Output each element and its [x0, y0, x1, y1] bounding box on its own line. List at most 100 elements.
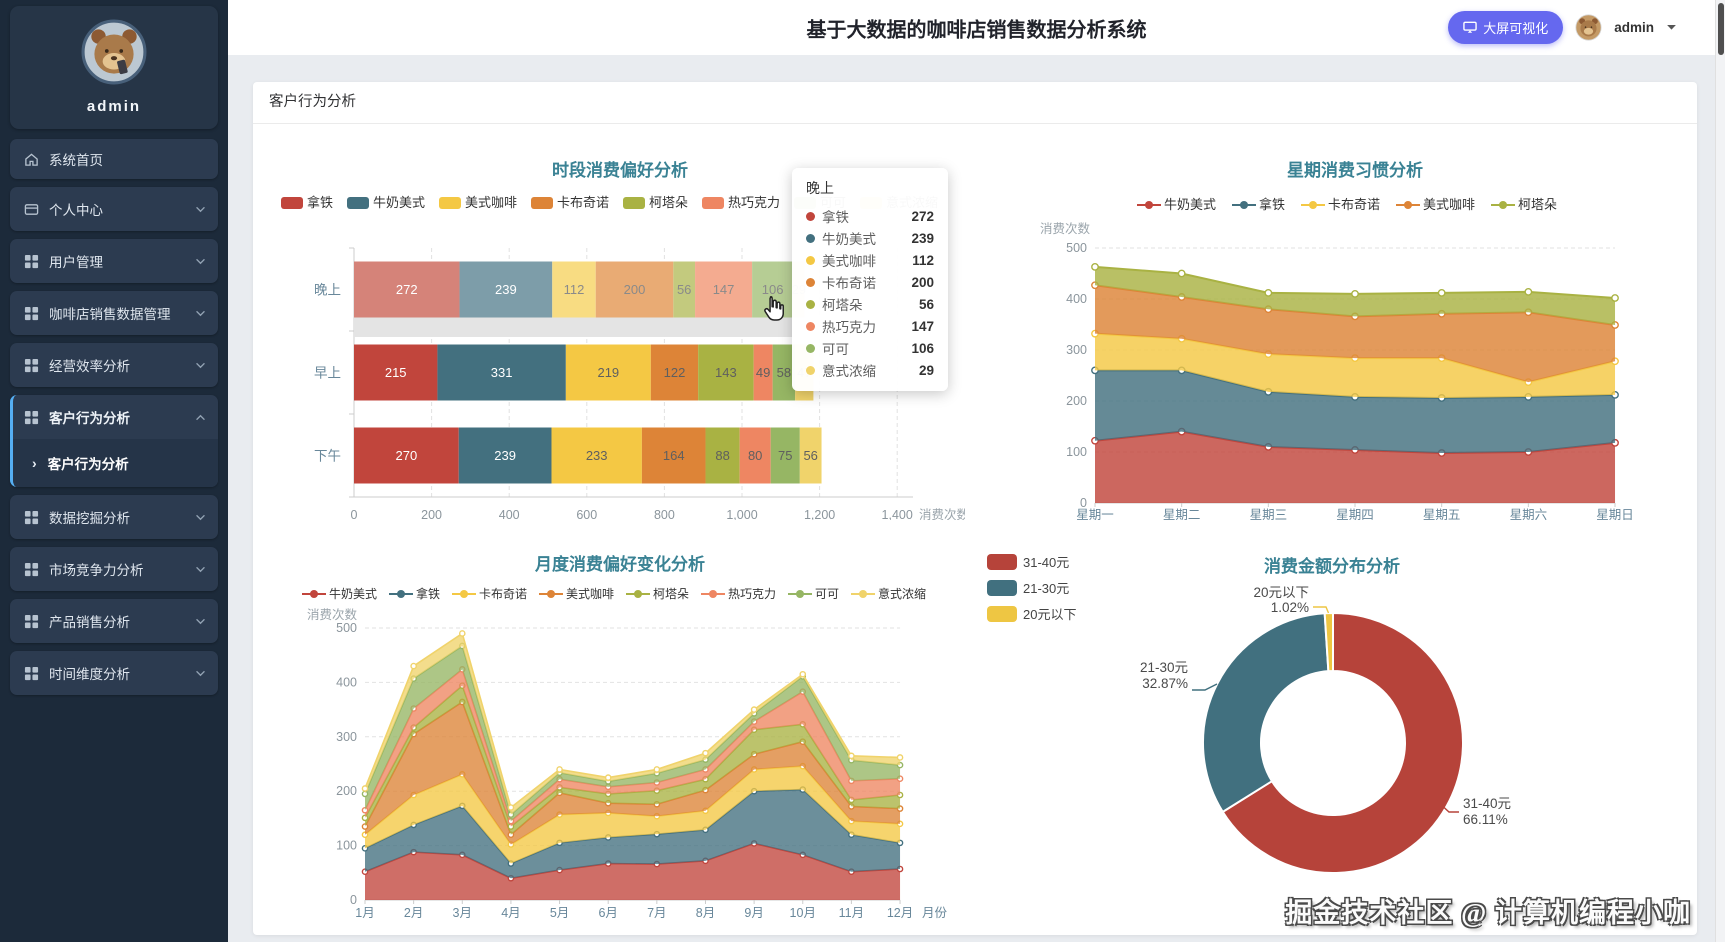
sidebar-item-efficiency[interactable]: 经营效率分析	[10, 343, 218, 387]
svg-text:331: 331	[491, 365, 513, 380]
pie-slice[interactable]	[1202, 612, 1330, 814]
bar-segment[interactable]: 106	[752, 261, 794, 318]
svg-text:拿铁: 拿铁	[307, 195, 333, 210]
svg-text:星期四: 星期四	[1336, 508, 1374, 520]
svg-text:柯塔朵: 柯塔朵	[649, 195, 688, 210]
sidebar-item-product[interactable]: 产品销售分析	[10, 599, 218, 643]
bar-segment[interactable]: 58	[772, 344, 796, 401]
legend-item[interactable]: 意式浓缩	[851, 586, 926, 601]
bar-segment[interactable]: 56	[673, 261, 696, 318]
bar-segment[interactable]: 239	[459, 261, 553, 318]
header-username[interactable]: admin	[1614, 20, 1654, 35]
legend-item[interactable]: 20元以下	[987, 606, 1076, 622]
svg-text:牛奶美式: 牛奶美式	[329, 586, 377, 601]
legend-item[interactable]: 31-40元	[987, 554, 1069, 570]
bar-segment[interactable]: 75	[770, 427, 800, 484]
legend-item[interactable]: 美式咖啡	[539, 586, 614, 601]
bar-segment[interactable]: 233	[551, 427, 642, 484]
svg-text:58: 58	[777, 365, 791, 380]
legend-item[interactable]: 柯塔朵	[626, 587, 689, 601]
grid-icon	[24, 306, 39, 320]
chart-tooltip: 晚上 拿铁 272 牛奶美式 239 美式咖啡 112 卡布奇诺 200 柯塔朵 56 热巧克力 14…	[792, 168, 948, 391]
chart-title: 时段消费偏好分析	[552, 160, 688, 180]
legend-item[interactable]: 21-30元	[987, 580, 1069, 596]
sidebar-item-home[interactable]: 系统首页	[10, 139, 218, 179]
series-dot-icon	[806, 321, 815, 331]
legend-item[interactable]: 牛奶美式	[302, 586, 377, 601]
tooltip-row: 拿铁 272	[806, 205, 934, 227]
pie-slice[interactable]	[1323, 611, 1334, 673]
svg-text:热巧克力: 热巧克力	[728, 587, 776, 601]
svg-text:可可: 可可	[815, 587, 839, 601]
sidebar-item-profile[interactable]: 个人中心	[10, 187, 218, 231]
legend-item[interactable]: 美式咖啡	[1396, 197, 1475, 212]
svg-text:星期一: 星期一	[1076, 508, 1114, 520]
legend-item[interactable]: 卡布奇诺	[531, 195, 609, 210]
svg-text:56: 56	[677, 282, 691, 297]
bar-segment[interactable]: 331	[437, 344, 566, 401]
scrollbar-thumb[interactable]	[1718, 3, 1724, 55]
bar-segment[interactable]: 270	[354, 427, 459, 484]
pie-slice[interactable]	[1221, 611, 1464, 874]
sidebar-username: admin	[86, 98, 142, 115]
sidebar-item-market[interactable]: 市场竞争力分析	[10, 547, 218, 591]
bar-segment[interactable]: 122	[650, 344, 699, 401]
area-series[interactable]	[1091, 262, 1619, 326]
area-series[interactable]	[361, 630, 904, 815]
grid-icon	[24, 358, 39, 372]
bar-segment[interactable]: 143	[698, 344, 754, 401]
chevron-down-icon[interactable]	[1666, 24, 1677, 31]
chevron-down-icon	[195, 670, 206, 677]
pie-label-line	[1313, 606, 1330, 614]
legend-item[interactable]: 拿铁	[1232, 197, 1285, 212]
legend-item[interactable]: 热巧克力	[701, 587, 776, 601]
scrollbar[interactable]	[1715, 0, 1725, 942]
bar-segment[interactable]: 147	[695, 261, 753, 318]
svg-text:1月: 1月	[355, 906, 374, 920]
topbar-controls: 大屏可视化 admin	[1448, 0, 1677, 55]
tooltip-row: 卡布奇诺 200	[806, 271, 934, 293]
svg-text:9月: 9月	[744, 906, 763, 920]
legend-item[interactable]: 柯塔朵	[623, 195, 688, 210]
sidebar-item-time-dim[interactable]: 时间维度分析	[10, 651, 218, 695]
sidebar-subitem-behavior-sub[interactable]: › 客户行为分析	[13, 439, 218, 487]
bar-segment[interactable]: 219	[565, 344, 651, 401]
svg-text:星期二: 星期二	[1163, 508, 1201, 520]
svg-text:星期五: 星期五	[1423, 508, 1461, 520]
legend-item[interactable]: 牛奶美式	[1137, 197, 1216, 212]
bar-segment[interactable]: 215	[354, 344, 438, 401]
svg-text:500: 500	[336, 621, 357, 635]
hand-cursor-icon	[764, 296, 784, 321]
bar-segment[interactable]: 112	[552, 261, 596, 318]
bar-segment[interactable]: 164	[641, 427, 706, 484]
bar-segment[interactable]: 272	[354, 261, 460, 318]
legend-item[interactable]: 卡布奇诺	[1301, 197, 1380, 212]
bigscreen-button[interactable]: 大屏可视化	[1448, 11, 1564, 44]
sidebar-item-behavior[interactable]: 客户行为分析	[13, 395, 218, 439]
sidebar-item-sales-data[interactable]: 咖啡店销售数据管理	[10, 291, 218, 335]
legend-item[interactable]: 美式咖啡	[439, 195, 517, 210]
bar-segment[interactable]: 80	[739, 427, 771, 484]
svg-text:106: 106	[762, 282, 784, 297]
bar-segment[interactable]: 239	[458, 427, 552, 484]
svg-text:200: 200	[1066, 394, 1087, 408]
legend-item[interactable]: 卡布奇诺	[452, 587, 527, 601]
legend-item[interactable]: 拿铁	[281, 195, 333, 210]
svg-text:400: 400	[1066, 292, 1087, 306]
legend-item[interactable]: 柯塔朵	[1491, 197, 1557, 212]
legend-item[interactable]: 可可	[788, 587, 839, 601]
page-title: 基于大数据的咖啡店销售数据分析系统	[806, 19, 1147, 41]
header-avatar[interactable]	[1575, 14, 1602, 41]
legend-item[interactable]: 牛奶美式	[347, 195, 425, 210]
tooltip-row: 热巧克力 147	[806, 315, 934, 337]
bar-segment[interactable]: 56	[799, 427, 822, 484]
svg-text:11月: 11月	[839, 906, 864, 920]
legend-item[interactable]: 拿铁	[389, 586, 440, 601]
bar-segment[interactable]: 200	[595, 261, 674, 318]
svg-text:消费次数: 消费次数	[919, 507, 965, 520]
bar-segment[interactable]: 88	[705, 427, 740, 484]
bar-segment[interactable]: 49	[753, 344, 773, 401]
sidebar-item-mining[interactable]: 数据挖掘分析	[10, 495, 218, 539]
legend-item[interactable]: 热巧克力	[702, 195, 780, 210]
sidebar-item-user-mgmt[interactable]: 用户管理	[10, 239, 218, 283]
